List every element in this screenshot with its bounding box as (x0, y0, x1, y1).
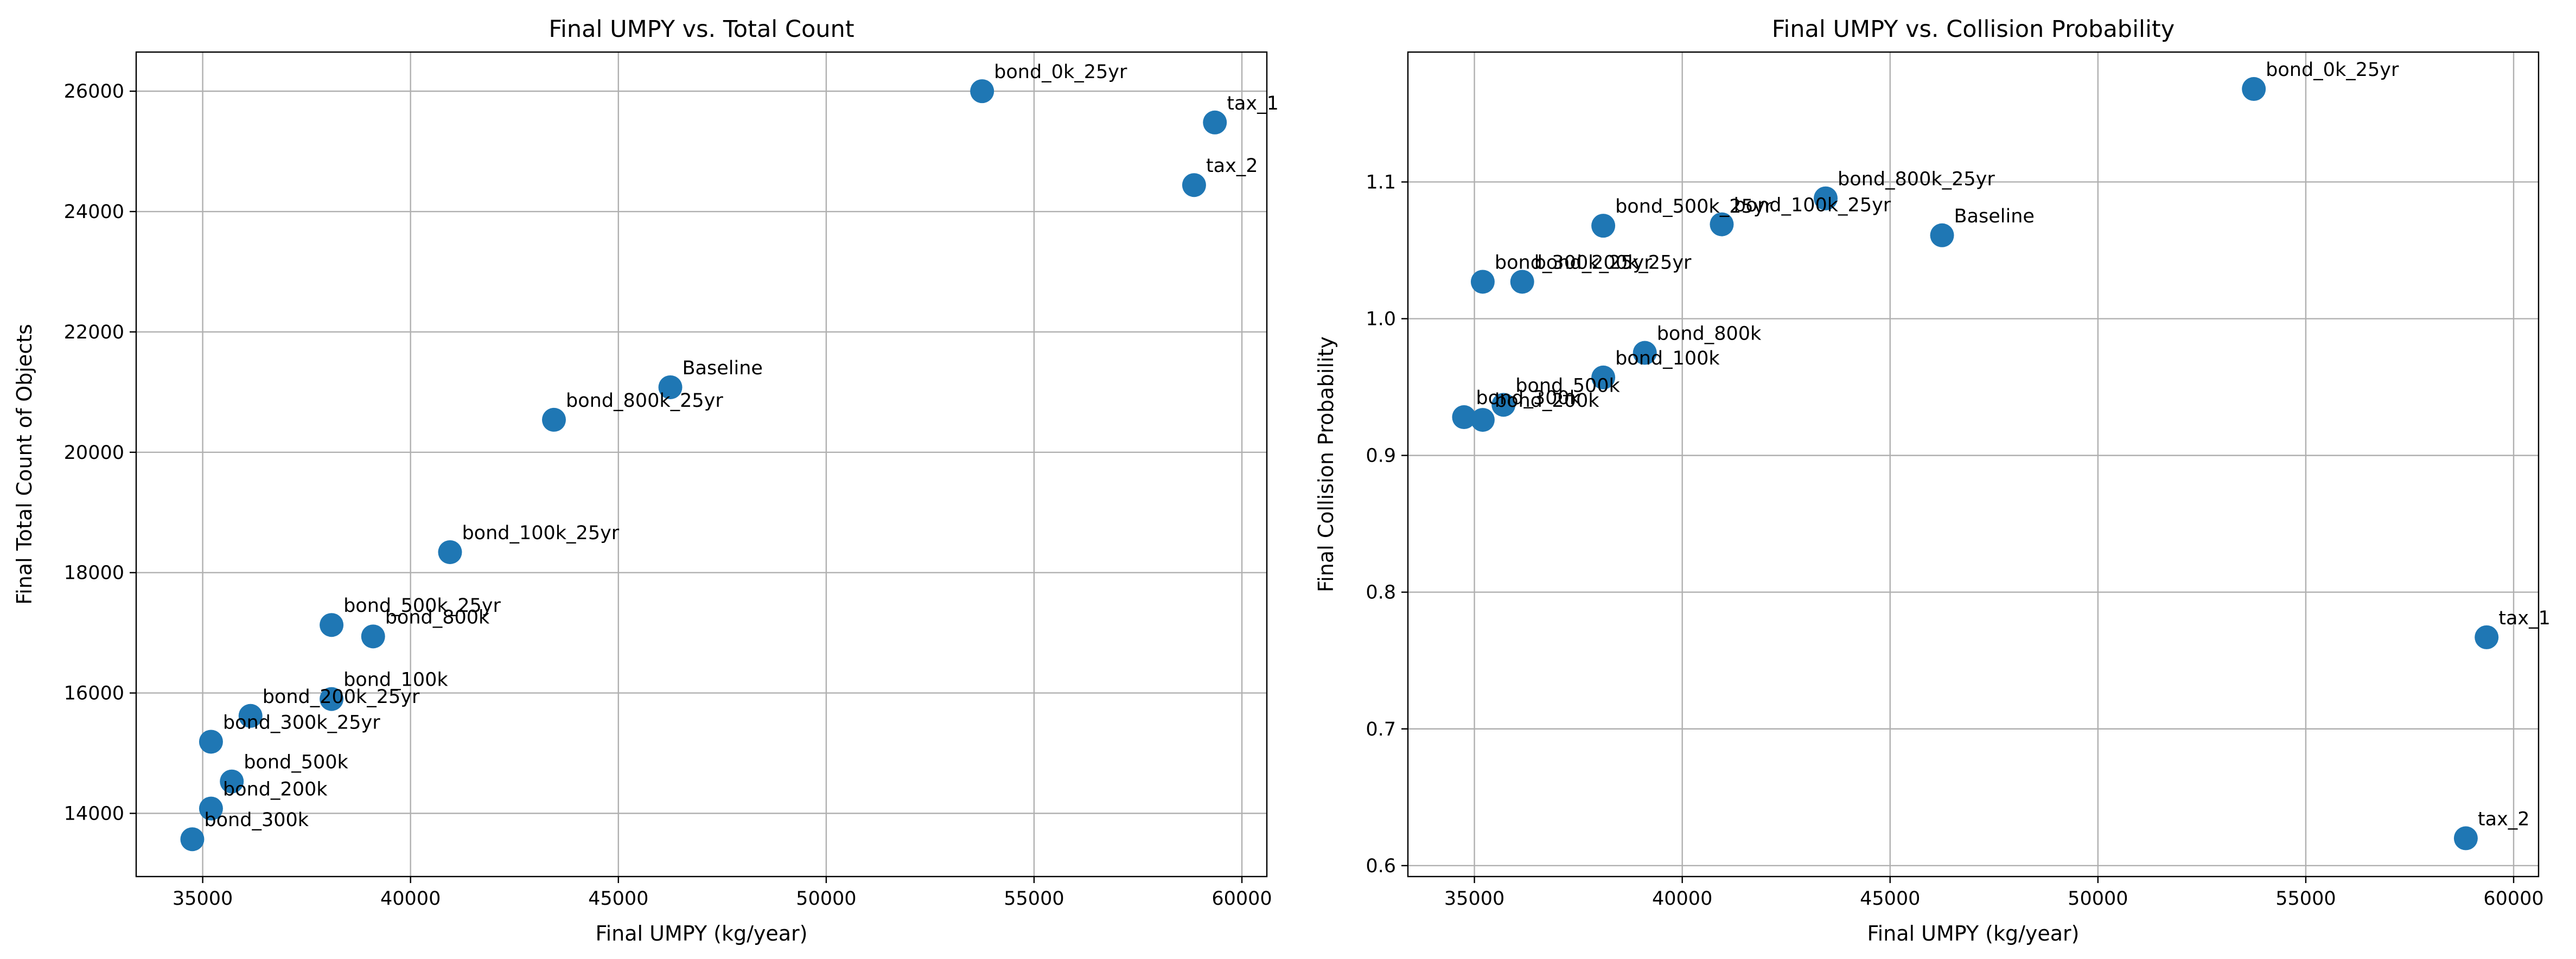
data-point[interactable] (1591, 365, 1616, 389)
data-point[interactable] (1203, 110, 1227, 135)
data-point-label: bond_200k_25yr (1534, 252, 1692, 273)
data-point-label: bond_800k_25yr (566, 390, 723, 412)
data-point-label: bond_500k (244, 752, 348, 773)
x-tick-label: 45000 (588, 888, 648, 910)
data-point[interactable] (542, 407, 566, 432)
data-point[interactable] (1633, 341, 1657, 365)
y-tick-label: 22000 (64, 322, 124, 343)
x-tick-label: 40000 (380, 888, 441, 910)
data-point-label: bond_100k_25yr (462, 522, 619, 544)
y-tick-label: 1.1 (1366, 171, 1396, 193)
y-tick-label: 0.9 (1366, 445, 1396, 467)
x-tick-label: 35000 (1444, 888, 1504, 910)
data-point-label: tax_2 (1206, 155, 1258, 177)
data-point-label: Baseline (683, 357, 763, 379)
data-point-label: bond_500k_25yr (1615, 196, 1772, 218)
umpy-vs-collision-probability-chart: 35000 40000 45000 50000 55000 60000 0.6 0.7 0.8 0… (1314, 16, 2551, 945)
data-point-label: bond_300k_25yr (223, 712, 380, 733)
data-point-label: tax_2 (2478, 808, 2530, 830)
data-point[interactable] (1470, 270, 1495, 294)
data-point-label: bond_100k_25yr (1733, 195, 1891, 216)
data-point[interactable] (199, 730, 223, 754)
data-point[interactable] (320, 613, 344, 637)
chart-title: Final UMPY vs. Collision Probability (1772, 16, 2175, 43)
y-tick-label: 0.6 (1366, 855, 1396, 877)
data-point[interactable] (180, 827, 205, 852)
x-tick-label: 55000 (1004, 888, 1064, 910)
x-tick-label: 60000 (2483, 888, 2543, 910)
data-point[interactable] (1814, 186, 1838, 210)
plot-area-frame (1407, 51, 2540, 878)
x-axis-label: Final UMPY (kg/year) (1867, 922, 2080, 945)
y-axis-label: Final Collision Probability (1314, 336, 1338, 592)
data-point[interactable] (438, 540, 462, 564)
data-point[interactable] (199, 796, 223, 821)
y-tick-label: 0.8 (1366, 582, 1396, 604)
x-tick-label: 40000 (1652, 888, 1712, 910)
y-tick-label: 14000 (64, 803, 124, 825)
x-tick-label: 45000 (1860, 888, 1920, 910)
y-tick-label: 0.7 (1366, 719, 1396, 740)
plot-area-frame (135, 51, 1268, 878)
y-tick-label: 20000 (64, 442, 124, 464)
data-point[interactable] (1591, 214, 1616, 238)
data-point-label: bond_500k (1515, 375, 1620, 397)
x-tick-label: 60000 (1212, 888, 1272, 910)
data-point-label: bond_800k_25yr (1838, 169, 1995, 190)
data-point-label: bond_100k (343, 669, 448, 691)
data-point-label: Baseline (1954, 206, 2035, 227)
data-point-label: bond_0k_25yr (994, 61, 1127, 83)
data-point[interactable] (658, 375, 683, 399)
data-point-label: bond_100k (1615, 348, 1720, 369)
data-point[interactable] (1182, 173, 1206, 197)
y-axis-label: Final Total Count of Objects (12, 324, 36, 605)
data-point[interactable] (1452, 405, 1476, 430)
x-tick-label: 55000 (2275, 888, 2336, 910)
data-point-label: bond_800k (1657, 323, 1762, 345)
data-point-label: bond_300k (1476, 387, 1580, 409)
data-point[interactable] (220, 769, 244, 794)
data-point[interactable] (361, 624, 385, 649)
x-axis-label: Final UMPY (kg/year) (596, 922, 808, 945)
data-point-label: bond_200k (1495, 390, 1599, 412)
y-tick-label: 16000 (64, 683, 124, 705)
data-point[interactable] (2242, 77, 2266, 101)
data-point-label: tax_1 (2498, 608, 2551, 629)
data-point[interactable] (320, 687, 344, 711)
data-point-label: bond_200k_25yr (263, 686, 420, 708)
data-point-label: bond_300k_25yr (1495, 252, 1652, 273)
data-point[interactable] (1470, 408, 1495, 432)
data-point[interactable] (1930, 223, 1954, 247)
y-tick-label: 24000 (64, 201, 124, 223)
data-point-label: bond_200k (223, 779, 328, 801)
data-point[interactable] (238, 704, 263, 728)
umpy-vs-total-count-chart: 35000 40000 45000 50000 55000 60000 14000 16000… (12, 16, 1279, 945)
data-point-label: tax_1 (1227, 93, 1279, 114)
x-tick-label: 50000 (796, 888, 856, 910)
chart-title: Final UMPY vs. Total Count (549, 16, 854, 43)
data-point[interactable] (970, 79, 994, 104)
x-tick-label: 50000 (2068, 888, 2128, 910)
data-point[interactable] (1510, 270, 1534, 294)
y-tick-label: 26000 (64, 81, 124, 103)
data-point[interactable] (2453, 826, 2478, 851)
data-point[interactable] (1491, 393, 1516, 417)
x-tick-label: 35000 (173, 888, 233, 910)
data-point[interactable] (1710, 212, 1734, 236)
data-point-label: bond_800k (385, 606, 490, 628)
y-tick-label: 18000 (64, 562, 124, 584)
data-point[interactable] (2475, 625, 2499, 649)
data-point-label: bond_300k (204, 809, 309, 831)
data-point-label: bond_0k_25yr (2266, 59, 2399, 81)
data-point-label: bond_500k_25yr (343, 595, 501, 617)
y-tick-label: 1.0 (1366, 309, 1396, 330)
